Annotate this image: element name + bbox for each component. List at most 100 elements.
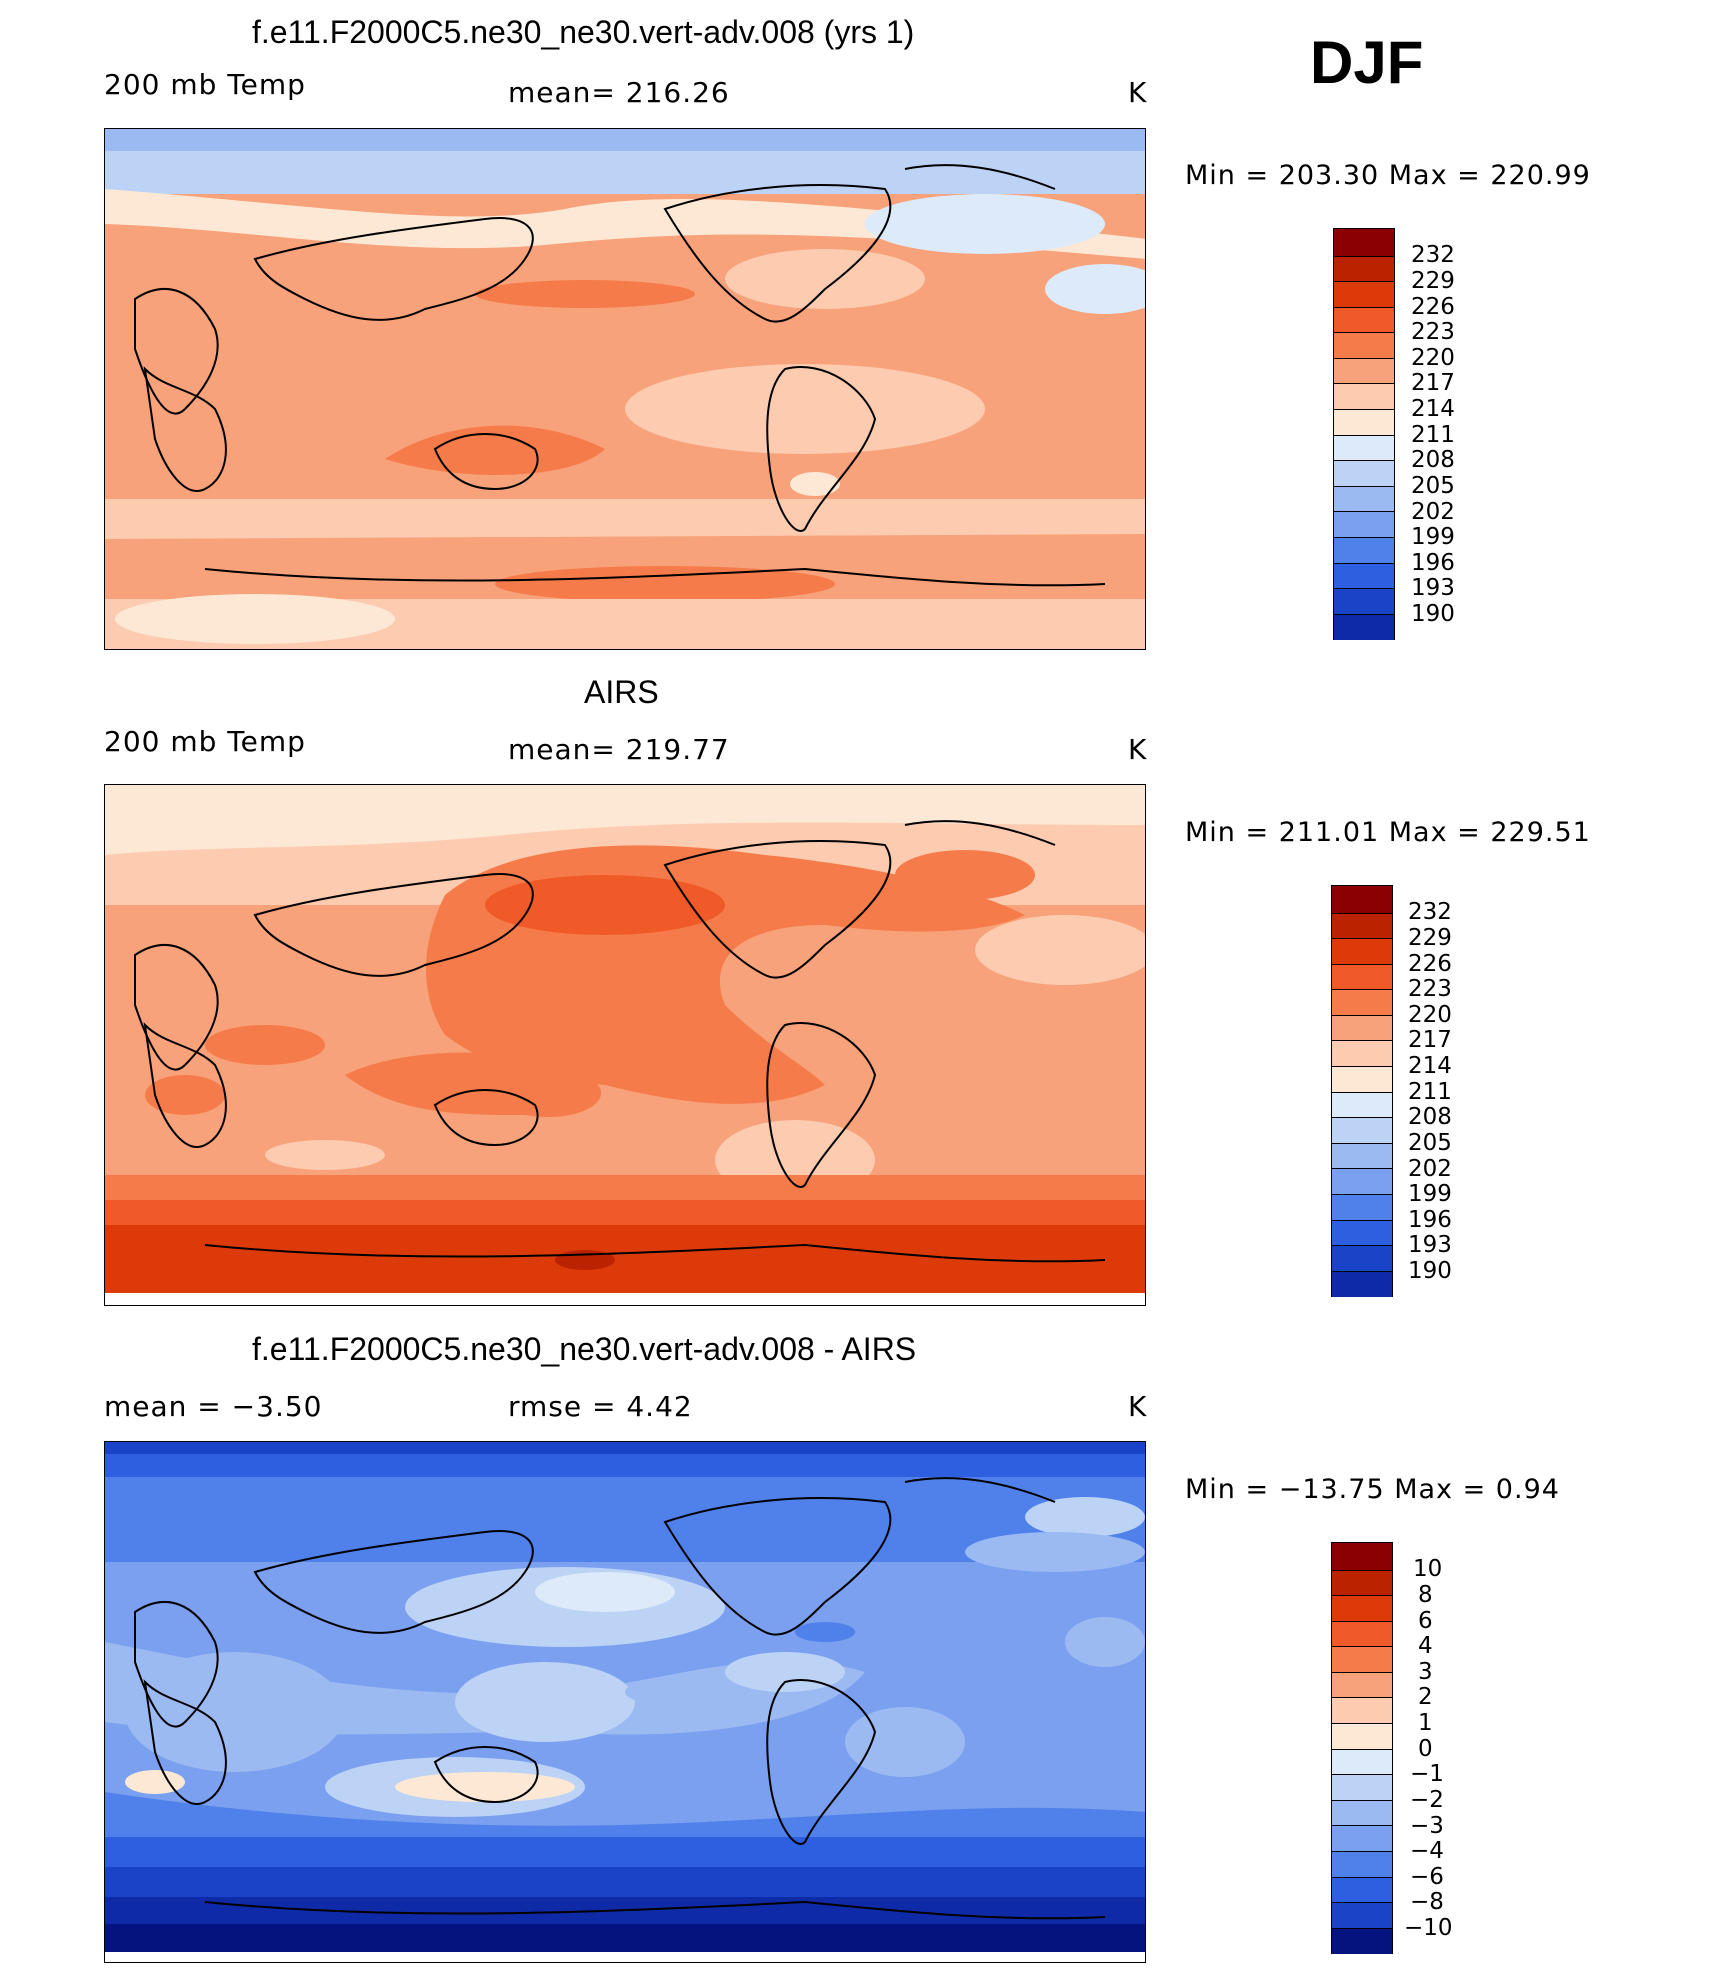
- colorbar-cell: [1332, 1596, 1392, 1622]
- colorbar-cell: [1334, 384, 1394, 411]
- colorbar-cell: [1332, 1169, 1392, 1196]
- colorbar-tick: 6: [1418, 1608, 1433, 1634]
- colorbar-cell: [1334, 307, 1394, 334]
- colorbar-tick: −6: [1410, 1864, 1444, 1890]
- colorbar-cell: [1334, 435, 1394, 462]
- colorbar-tick: −2: [1410, 1787, 1444, 1813]
- colorbar-cell: [1332, 1195, 1392, 1221]
- colorbar-tick: 208: [1408, 1104, 1452, 1130]
- colorbar-cell: [1332, 1775, 1392, 1801]
- panel3-units-label: K: [1128, 1390, 1148, 1423]
- colorbar-cell: [1334, 358, 1394, 385]
- colorbar-cell: [1332, 1041, 1392, 1068]
- colorbar-cell: [1334, 410, 1394, 436]
- colorbar-tick: 232: [1408, 899, 1452, 925]
- colorbar-cell: [1334, 563, 1394, 590]
- colorbar-tick: 3: [1418, 1659, 1433, 1685]
- panel2-minmax: Min = 211.01 Max = 229.51: [1185, 817, 1591, 848]
- colorbar-tick: 220: [1411, 345, 1455, 371]
- colorbar-cell: [1334, 333, 1394, 359]
- colorbar-tick: 226: [1411, 294, 1455, 320]
- colorbar-cell: [1332, 1015, 1392, 1042]
- panel2-map-fill: [105, 785, 1145, 1305]
- colorbar-tick: 232: [1411, 242, 1455, 268]
- colorbar-tick: 190: [1408, 1258, 1452, 1284]
- panel2-mean-label: mean= 219.77: [508, 733, 730, 766]
- colorbar-tick: 223: [1408, 976, 1452, 1002]
- colorbar-cell: [1334, 229, 1394, 257]
- colorbar-cell: [1332, 1852, 1392, 1878]
- colorbar-tick: 211: [1411, 422, 1455, 448]
- panel3-title: f.e11.F2000C5.ne30_ne30.vert-adv.008 - A…: [252, 1331, 917, 1367]
- colorbar-tick: 223: [1411, 319, 1455, 345]
- colorbar-cell: [1332, 1826, 1392, 1853]
- panel2-title: AIRS: [584, 674, 659, 710]
- panel2-colorbar: [1331, 885, 1393, 1298]
- panel3-rmse-label: rmse = 4.42: [508, 1390, 693, 1423]
- colorbar-cell: [1332, 1698, 1392, 1725]
- colorbar-tick: 196: [1411, 550, 1455, 576]
- colorbar-cell: [1332, 1749, 1392, 1776]
- colorbar-tick: 10: [1413, 1556, 1443, 1582]
- season-label: DJF: [1310, 29, 1424, 96]
- panel1-variable-label: 200 mb Temp: [104, 68, 306, 101]
- panel3-minmax: Min = −13.75 Max = 0.94: [1185, 1474, 1560, 1505]
- colorbar-tick: −3: [1410, 1813, 1444, 1839]
- colorbar-cell: [1332, 913, 1392, 940]
- panel1-minmax: Min = 203.30 Max = 220.99: [1185, 160, 1591, 191]
- panel3-map: [104, 1441, 1146, 1963]
- colorbar-cell: [1332, 1118, 1392, 1144]
- panel2-units-label: K: [1128, 733, 1148, 766]
- colorbar-tick: 214: [1408, 1053, 1452, 1079]
- colorbar-tick: 8: [1418, 1582, 1433, 1608]
- colorbar-tick: −10: [1404, 1915, 1453, 1941]
- colorbar-tick: −4: [1410, 1838, 1444, 1864]
- panel1-title: f.e11.F2000C5.ne30_ne30.vert-adv.008 (yr…: [252, 14, 915, 50]
- colorbar-cell: [1332, 939, 1392, 965]
- colorbar-cell: [1332, 1543, 1392, 1571]
- panel1-colorbar: [1333, 228, 1395, 641]
- colorbar-tick: 196: [1408, 1207, 1452, 1233]
- colorbar-cell: [1332, 1647, 1392, 1673]
- panel3-map-fill: [105, 1442, 1145, 1962]
- colorbar-cell: [1332, 1570, 1392, 1597]
- panel1-map-fill: [105, 129, 1145, 649]
- colorbar-tick: −8: [1410, 1889, 1444, 1915]
- colorbar-tick: 205: [1411, 473, 1455, 499]
- colorbar-cell: [1334, 256, 1394, 283]
- colorbar-cell: [1332, 1903, 1392, 1929]
- colorbar-cell: [1332, 1877, 1392, 1904]
- colorbar-tick: 220: [1408, 1002, 1452, 1028]
- colorbar-cell: [1334, 486, 1394, 513]
- colorbar-tick: 193: [1411, 575, 1455, 601]
- colorbar-tick: 229: [1411, 268, 1455, 294]
- panel2-map: [104, 784, 1146, 1306]
- colorbar-tick: 2: [1418, 1684, 1433, 1710]
- colorbar-cell: [1334, 461, 1394, 487]
- colorbar-tick: 199: [1411, 524, 1455, 550]
- colorbar-cell: [1332, 1724, 1392, 1750]
- colorbar-cell: [1332, 1800, 1392, 1827]
- colorbar-tick: 199: [1408, 1181, 1452, 1207]
- colorbar-tick: 190: [1411, 601, 1455, 627]
- colorbar-tick: 4: [1418, 1633, 1433, 1659]
- colorbar-tick: 229: [1408, 925, 1452, 951]
- colorbar-cell: [1332, 1067, 1392, 1093]
- colorbar-cell: [1334, 614, 1394, 641]
- colorbar-cell: [1332, 990, 1392, 1016]
- colorbar-tick: 0: [1418, 1736, 1433, 1762]
- panel3-colorbar: [1331, 1542, 1393, 1955]
- panel3-mean-label: mean = −3.50: [104, 1390, 323, 1423]
- colorbar-cell: [1332, 1271, 1392, 1298]
- colorbar-cell: [1332, 1143, 1392, 1170]
- colorbar-tick: 1: [1418, 1710, 1433, 1736]
- colorbar-tick: 214: [1411, 396, 1455, 422]
- colorbar-cell: [1332, 1246, 1392, 1272]
- colorbar-cell: [1334, 512, 1394, 539]
- colorbar-tick: 205: [1408, 1130, 1452, 1156]
- colorbar-cell: [1332, 1621, 1392, 1648]
- panel2-variable-label: 200 mb Temp: [104, 725, 306, 758]
- colorbar-cell: [1332, 1092, 1392, 1119]
- panel1-mean-label: mean= 216.26: [508, 76, 730, 109]
- colorbar-tick: 202: [1411, 499, 1455, 525]
